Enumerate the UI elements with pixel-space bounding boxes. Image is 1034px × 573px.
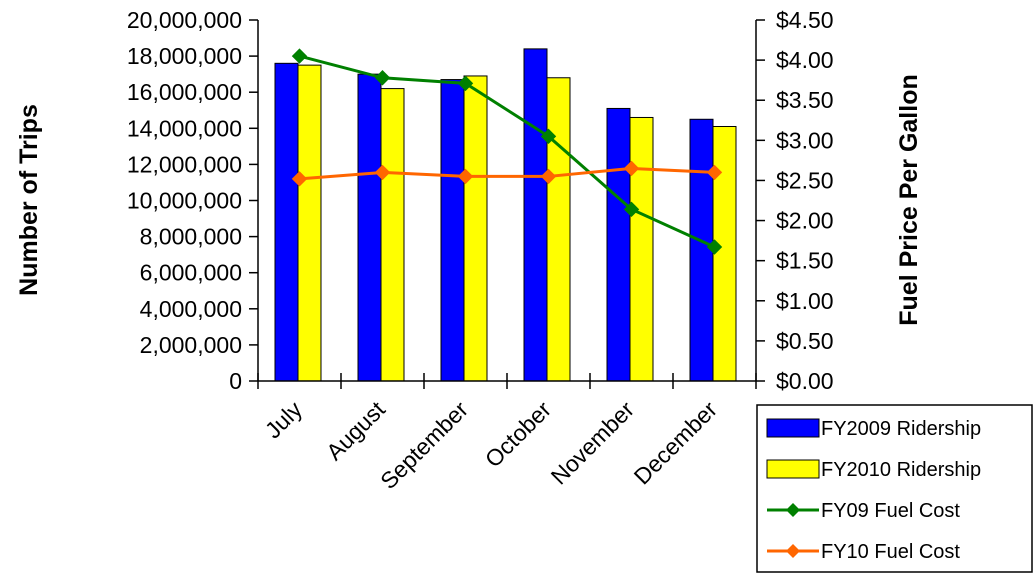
left-axis-ticks: 0 2,000,000 4,000,000 6,000,000 8,000,000 10,… <box>127 7 258 394</box>
x-tick-label: November <box>546 396 640 490</box>
bar-fy2010 <box>712 125 737 382</box>
y-tick-label: 10,000,000 <box>127 188 242 214</box>
legend-label: FY2009 Ridership <box>821 418 981 440</box>
line-marker <box>291 48 308 64</box>
y-tick-label: 0 <box>229 368 242 394</box>
bar-fy2010 <box>380 88 405 382</box>
line-marker <box>291 171 308 187</box>
y-tick-label: 14,000,000 <box>127 115 242 141</box>
y-tick-label: 2,000,000 <box>140 332 242 358</box>
y2-axis-title: Fuel Price Per Gallon <box>895 74 923 325</box>
y2-tick-label: $4.00 <box>776 47 834 73</box>
bar-fy2010 <box>629 116 654 382</box>
y2-tick-label: $4.50 <box>776 7 834 33</box>
lines <box>291 48 723 255</box>
x-tick-label: December <box>629 396 723 490</box>
legend-label: FY10 Fuel Cost <box>821 541 960 563</box>
line-fy10-fuel <box>299 166 715 181</box>
legend-marker <box>786 544 800 558</box>
axes <box>257 20 757 389</box>
bar-fy2009 <box>440 79 465 382</box>
y-axis-title: Number of Trips <box>15 104 43 296</box>
bar-fy2009 <box>357 73 382 382</box>
line-marker <box>540 128 557 145</box>
line-marker <box>706 239 723 255</box>
line-marker <box>374 70 391 86</box>
bar-fy2009 <box>606 107 631 382</box>
y-tick-label: 6,000,000 <box>140 260 242 286</box>
x-tick-label: September <box>375 396 473 494</box>
legend: FY2009 Ridership FY2010 Ridership FY09 Fue… <box>756 404 1033 573</box>
right-axis-ticks: $0.00 $0.50 $1.00 $1.50 $2.00 $2.50 $3.00 $3.50… <box>756 7 834 394</box>
y-tick-label: 20,000,000 <box>127 7 242 33</box>
y2-tick-label: $3.50 <box>776 87 834 113</box>
bar-fy2010 <box>297 64 322 382</box>
bar-fy2010 <box>463 75 488 382</box>
line-marker <box>457 168 474 185</box>
line-fy09-fuel <box>299 54 716 249</box>
legend-label: FY2010 Ridership <box>821 459 981 481</box>
x-tick-label: August <box>321 396 390 465</box>
bar-fy2009 <box>274 62 299 382</box>
y2-tick-label: $2.00 <box>776 208 834 234</box>
x-tick-label: October <box>480 396 556 472</box>
y2-tick-label: $0.00 <box>776 368 834 394</box>
y-tick-label: 12,000,000 <box>127 151 242 177</box>
line-marker <box>540 168 557 185</box>
line-marker <box>374 164 391 181</box>
bar-fy2009 <box>689 118 714 382</box>
line-marker <box>623 201 640 218</box>
line-marker <box>457 75 474 92</box>
y2-tick-label: $1.50 <box>776 248 834 274</box>
legend-swatch <box>766 459 820 479</box>
legend-swatch <box>766 418 820 438</box>
line-marker <box>706 164 723 181</box>
bars <box>274 48 737 382</box>
y2-tick-label: $0.50 <box>776 328 834 354</box>
legend-label: FY09 Fuel Cost <box>821 500 960 522</box>
y2-tick-label: $3.00 <box>776 127 834 153</box>
x-tick-label: July <box>260 396 308 444</box>
y2-tick-label: $1.00 <box>776 288 834 314</box>
line-marker <box>623 160 640 177</box>
y2-tick-label: $2.50 <box>776 167 834 193</box>
bar-fy2009 <box>523 48 548 382</box>
y-tick-label: 8,000,000 <box>140 224 242 250</box>
legend-marker <box>786 503 800 517</box>
bar-fy2010 <box>546 77 571 382</box>
y-tick-label: 18,000,000 <box>127 43 242 69</box>
y-tick-label: 16,000,000 <box>127 79 242 105</box>
y-tick-label: 4,000,000 <box>140 296 242 322</box>
